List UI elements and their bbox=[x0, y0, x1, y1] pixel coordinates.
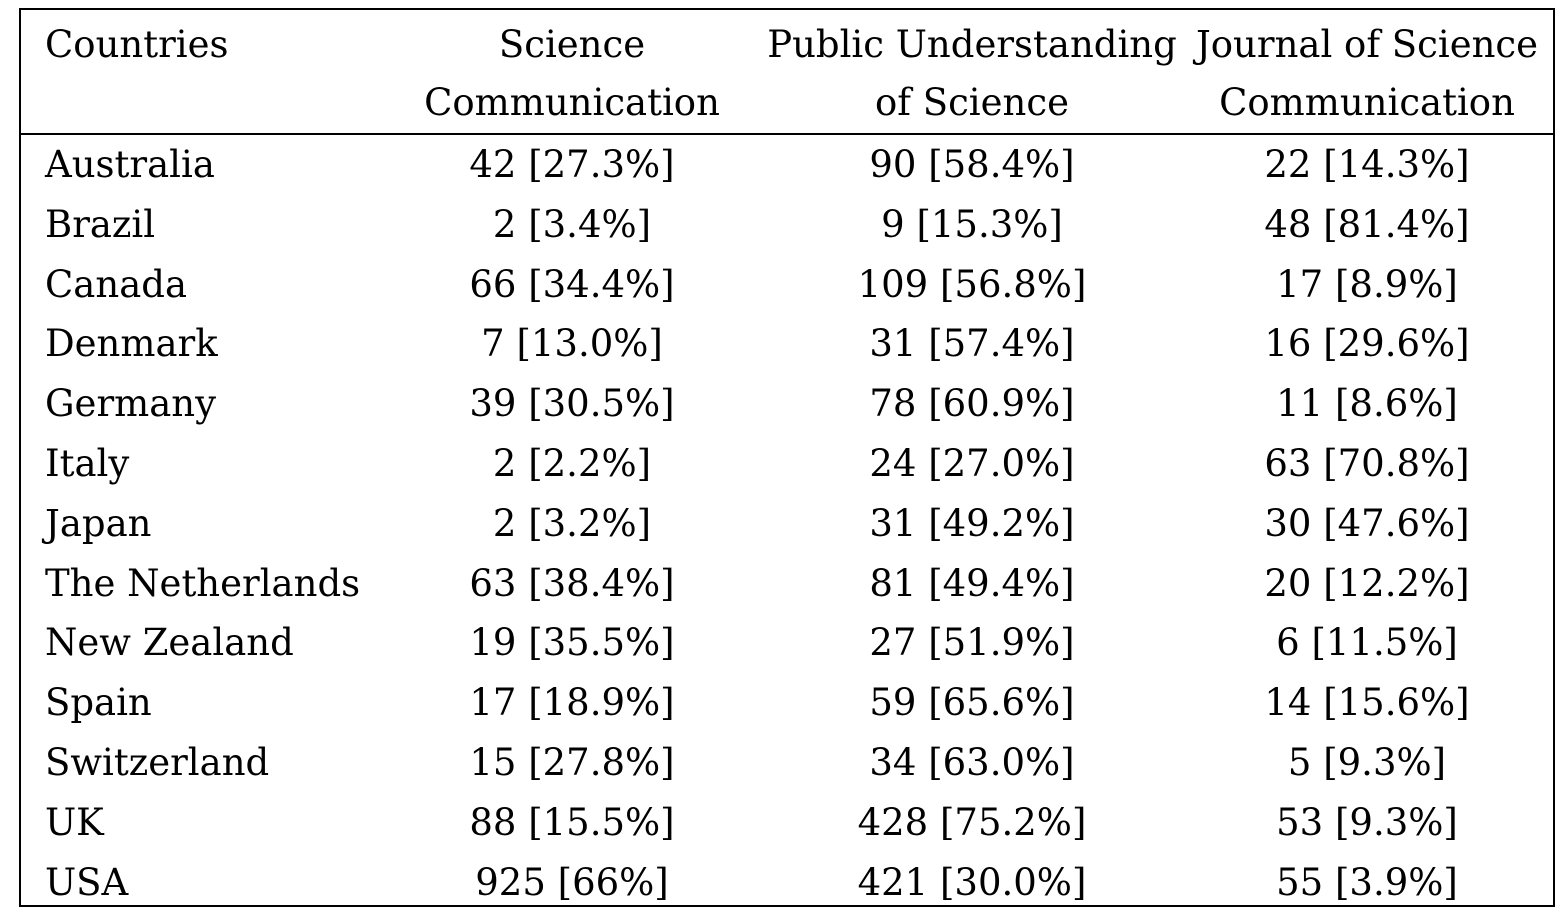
cell-science-communication: 39 [30.5%] bbox=[469, 382, 675, 426]
cell-country: Italy bbox=[45, 441, 130, 485]
cell-country: Spain bbox=[45, 681, 152, 725]
table-row: Italy 2 [2.2%] 24 [27.0%] 63 [70.8%] bbox=[21, 434, 1553, 494]
cell-country: USA bbox=[45, 860, 129, 904]
header-row: Countries Science Communication Public U… bbox=[21, 10, 1553, 135]
table-row: Switzerland 15 [27.8%] 34 [63.0%] 5 [9.3%] bbox=[21, 733, 1553, 793]
table-row: Canada 66 [34.4%] 109 [56.8%] 17 [8.9%] bbox=[21, 255, 1553, 315]
cell-science-communication: 2 [3.4%] bbox=[492, 202, 652, 246]
table-row: Australia 42 [27.3%] 90 [58.4%] 22 [14.3%] bbox=[21, 134, 1553, 195]
cell-journal-science-communication: 55 [3.9%] bbox=[1276, 860, 1458, 904]
cell-public-understanding: 90 [58.4%] bbox=[869, 143, 1075, 186]
header-public-understanding-line1: Public Understanding bbox=[767, 23, 1177, 66]
table-row: Japan 2 [3.2%] 31 [49.2%] 30 [47.6%] bbox=[21, 494, 1553, 554]
table-row: UK 88 [15.5%] 428 [75.2%] 53 [9.3%] bbox=[21, 793, 1553, 853]
header-journal-line1: Journal of Science bbox=[1195, 23, 1539, 66]
cell-public-understanding: 31 [49.2%] bbox=[869, 501, 1075, 545]
cell-public-understanding: 9 [15.3%] bbox=[881, 202, 1063, 246]
cell-country: Canada bbox=[45, 262, 188, 306]
cell-country: Brazil bbox=[45, 202, 156, 246]
header-science-communication-line1: Science bbox=[498, 23, 646, 66]
cell-journal-science-communication: 53 [9.3%] bbox=[1276, 800, 1458, 844]
cell-country: Australia bbox=[45, 143, 215, 186]
cell-country: Denmark bbox=[45, 322, 218, 366]
header-journal-science-communication: Journal of Science Communication bbox=[1181, 10, 1553, 135]
cell-country: Japan bbox=[45, 501, 152, 545]
cell-science-communication: 15 [27.8%] bbox=[469, 740, 675, 784]
table-row: Germany 39 [30.5%] 78 [60.9%] 11 [8.6%] bbox=[21, 374, 1553, 434]
cell-public-understanding: 34 [63.0%] bbox=[869, 740, 1075, 784]
cell-journal-science-communication: 6 [11.5%] bbox=[1276, 621, 1458, 665]
cell-country: The Netherlands bbox=[45, 561, 361, 605]
publication-table: Countries Science Communication Public U… bbox=[21, 10, 1553, 912]
cell-science-communication: 7 [13.0%] bbox=[481, 322, 663, 366]
cell-science-communication: 19 [35.5%] bbox=[469, 621, 675, 665]
cell-science-communication: 63 [38.4%] bbox=[469, 561, 675, 605]
table-row: Spain 17 [18.9%] 59 [65.6%] 14 [15.6%] bbox=[21, 673, 1553, 733]
publication-table-frame: Countries Science Communication Public U… bbox=[19, 8, 1555, 907]
cell-journal-science-communication: 17 [8.9%] bbox=[1276, 262, 1458, 306]
cell-public-understanding: 59 [65.6%] bbox=[869, 681, 1075, 725]
header-public-understanding-line2: of Science bbox=[875, 81, 1069, 124]
cell-science-communication: 66 [34.4%] bbox=[469, 262, 675, 306]
cell-public-understanding: 24 [27.0%] bbox=[869, 441, 1075, 485]
cell-public-understanding: 81 [49.4%] bbox=[869, 561, 1075, 605]
cell-country: Switzerland bbox=[45, 740, 270, 784]
cell-public-understanding: 78 [60.9%] bbox=[869, 382, 1075, 426]
header-science-communication-line2: Communication bbox=[424, 81, 720, 124]
table-row: USA 925 [66%] 421 [30.0%] 55 [3.9%] bbox=[21, 853, 1553, 913]
header-public-understanding: Public Understanding of Science bbox=[763, 10, 1181, 135]
cell-country: UK bbox=[45, 800, 104, 844]
header-countries: Countries bbox=[21, 10, 381, 135]
cell-public-understanding: 109 [56.8%] bbox=[857, 262, 1087, 306]
cell-journal-science-communication: 20 [12.2%] bbox=[1264, 561, 1470, 605]
cell-science-communication: 88 [15.5%] bbox=[469, 800, 675, 844]
cell-journal-science-communication: 48 [81.4%] bbox=[1264, 202, 1470, 246]
header-journal-line2: Communication bbox=[1219, 81, 1515, 124]
table-body: Australia 42 [27.3%] 90 [58.4%] 22 [14.3%] B… bbox=[21, 134, 1553, 912]
cell-science-communication: 2 [2.2%] bbox=[492, 441, 652, 485]
cell-journal-science-communication: 16 [29.6%] bbox=[1264, 322, 1470, 366]
cell-public-understanding: 428 [75.2%] bbox=[857, 800, 1087, 844]
table-row: Brazil 2 [3.4%] 9 [15.3%] 48 [81.4%] bbox=[21, 195, 1553, 255]
cell-journal-science-communication: 63 [70.8%] bbox=[1264, 441, 1470, 485]
cell-journal-science-communication: 14 [15.6%] bbox=[1264, 681, 1470, 725]
cell-science-communication: 17 [18.9%] bbox=[469, 681, 675, 725]
table-row: The Netherlands 63 [38.4%] 81 [49.4%] 20 [1… bbox=[21, 554, 1553, 614]
cell-public-understanding: 31 [57.4%] bbox=[869, 322, 1075, 366]
cell-science-communication: 42 [27.3%] bbox=[469, 143, 675, 186]
table-row: Denmark 7 [13.0%] 31 [57.4%] 16 [29.6%] bbox=[21, 314, 1553, 374]
cell-science-communication: 925 [66%] bbox=[475, 860, 669, 904]
header-science-communication: Science Communication bbox=[381, 10, 763, 135]
cell-journal-science-communication: 30 [47.6%] bbox=[1264, 501, 1470, 545]
cell-public-understanding: 27 [51.9%] bbox=[869, 621, 1075, 665]
cell-public-understanding: 421 [30.0%] bbox=[857, 860, 1087, 904]
cell-country: Germany bbox=[45, 382, 217, 426]
cell-journal-science-communication: 22 [14.3%] bbox=[1264, 143, 1470, 186]
cell-country: New Zealand bbox=[45, 621, 294, 665]
table-header: Countries Science Communication Public U… bbox=[21, 10, 1553, 135]
header-countries-line1: Countries bbox=[45, 23, 229, 66]
cell-journal-science-communication: 11 [8.6%] bbox=[1276, 382, 1458, 426]
table-row: New Zealand 19 [35.5%] 27 [51.9%] 6 [11.5%] bbox=[21, 613, 1553, 673]
cell-journal-science-communication: 5 [9.3%] bbox=[1287, 740, 1447, 784]
cell-science-communication: 2 [3.2%] bbox=[492, 501, 652, 545]
